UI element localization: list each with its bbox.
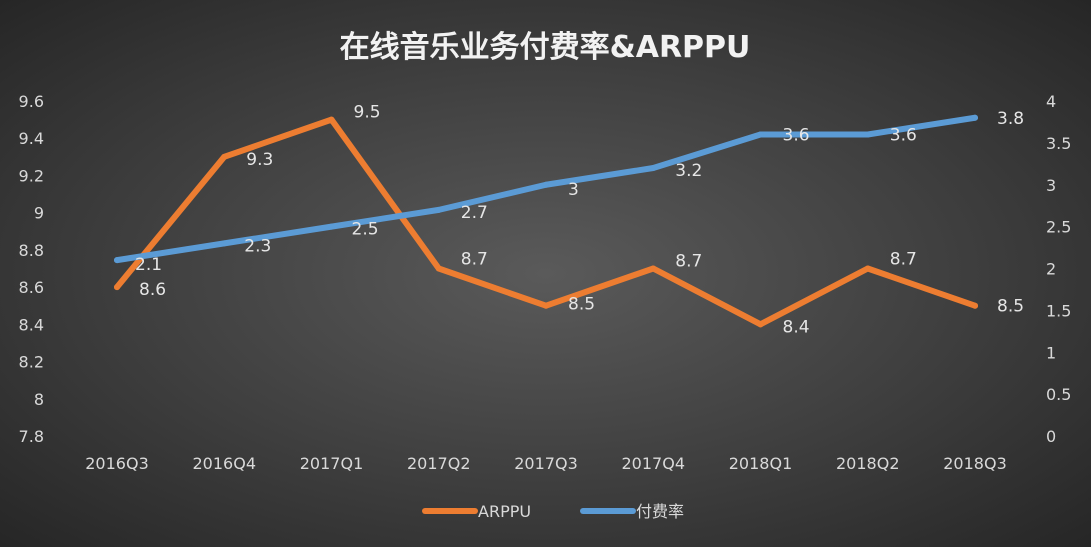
y-left-tick-label: 9 [34, 204, 44, 223]
data-label: 8.7 [675, 252, 702, 272]
y-left-tick-label: 8.2 [19, 353, 44, 372]
data-point [328, 223, 335, 230]
data-label: 3 [568, 180, 579, 200]
y-left-tick-label: 8 [34, 390, 44, 409]
x-tick-label: 2018Q2 [836, 454, 900, 473]
data-point [650, 165, 657, 171]
data-point [221, 240, 228, 247]
data-point [864, 131, 871, 138]
y-right-tick-label: 1 [1046, 343, 1056, 362]
data-label: 3.6 [890, 126, 917, 146]
data-label: 8.7 [461, 250, 488, 270]
data-label: 3.6 [783, 126, 810, 146]
data-point [543, 302, 549, 309]
y-right-tick-label: 2.5 [1046, 218, 1071, 237]
data-label: 9.5 [354, 103, 381, 123]
legend-label: 付费率 [636, 502, 684, 521]
data-label: 3.8 [997, 109, 1024, 129]
x-tick-label: 2018Q3 [943, 454, 1007, 473]
data-point [328, 116, 335, 123]
data-point [221, 153, 228, 160]
y-right-tick-label: 3 [1046, 176, 1056, 195]
data-point [435, 206, 442, 213]
y-left-tick-label: 9.2 [19, 166, 44, 185]
data-label: 2.3 [244, 236, 271, 256]
data-label: 2.7 [461, 203, 488, 223]
data-label: 2.5 [352, 220, 379, 240]
x-tick-label: 2016Q3 [85, 454, 149, 473]
data-label: 8.5 [568, 295, 595, 315]
y-left-tick-label: 9.4 [19, 129, 44, 148]
data-point [114, 257, 120, 264]
y-right-tick-label: 3.5 [1046, 134, 1071, 153]
data-point [435, 265, 442, 272]
chart-title: 在线音乐业务付费率&ARPPU [340, 30, 751, 65]
y-left-tick-label: 8.6 [19, 278, 44, 297]
data-point [114, 284, 120, 291]
x-tick-label: 2017Q4 [622, 454, 686, 473]
y-left-tick-label: 9.6 [19, 92, 44, 111]
data-point [757, 131, 764, 138]
x-tick-label: 2016Q4 [193, 454, 257, 473]
data-label: 8.7 [890, 250, 917, 270]
y-right-tick-label: 2 [1046, 260, 1056, 279]
data-label: 9.3 [246, 150, 273, 170]
data-point [864, 265, 871, 272]
x-tick-label: 2017Q2 [407, 454, 471, 473]
data-label: 8.4 [783, 317, 810, 337]
data-point [972, 114, 978, 121]
data-point [972, 302, 978, 309]
y-left-tick-label: 8.4 [19, 315, 44, 334]
data-label: 8.5 [997, 297, 1024, 317]
legend-label: ARPPU [478, 502, 531, 521]
x-tick-label: 2017Q3 [514, 454, 578, 473]
data-point [543, 181, 549, 188]
y-right-tick-label: 1.5 [1046, 301, 1071, 320]
data-label: 2.1 [135, 255, 162, 275]
data-label: 8.6 [139, 280, 166, 300]
y-right-tick-label: 0 [1046, 427, 1056, 446]
x-tick-label: 2018Q1 [729, 454, 793, 473]
y-left-tick-label: 7.8 [19, 427, 44, 446]
data-label: 3.2 [675, 161, 702, 181]
x-tick-label: 2017Q1 [300, 454, 364, 473]
y-right-tick-label: 0.5 [1046, 385, 1071, 404]
data-point [757, 321, 764, 328]
data-point [650, 265, 657, 272]
y-left-tick-label: 8.8 [19, 241, 44, 260]
y-right-tick-label: 4 [1046, 92, 1056, 111]
